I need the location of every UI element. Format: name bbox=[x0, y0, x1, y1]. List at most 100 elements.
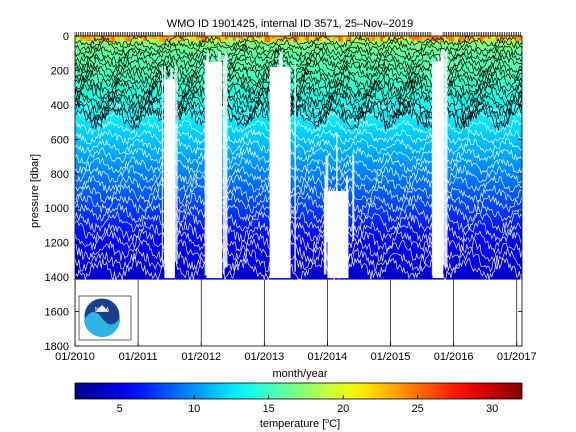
gap-region bbox=[327, 191, 349, 279]
warm-cell bbox=[238, 36, 241, 39]
warm-cell bbox=[345, 36, 349, 42]
warm-cell bbox=[330, 36, 333, 39]
isotherm-line bbox=[75, 38, 522, 53]
warm-cell bbox=[182, 36, 186, 38]
warm-cell bbox=[380, 36, 383, 42]
y-tick-label: 1800 bbox=[45, 341, 69, 353]
warm-cell bbox=[366, 36, 370, 39]
warm-cell bbox=[235, 36, 239, 38]
warm-cell bbox=[490, 36, 494, 38]
gap-streak bbox=[276, 65, 279, 276]
warm-cell bbox=[369, 36, 373, 43]
warm-cell bbox=[159, 36, 163, 43]
warm-cell bbox=[132, 36, 136, 41]
warm-cell bbox=[411, 36, 415, 42]
warm-cell bbox=[145, 36, 149, 41]
warm-cell bbox=[111, 36, 115, 43]
isotherm-line bbox=[75, 36, 522, 48]
y-tick-label: 800 bbox=[51, 169, 69, 181]
y-tick-label: 1600 bbox=[45, 307, 69, 319]
warm-cell bbox=[240, 36, 244, 41]
warm-cell bbox=[482, 36, 486, 40]
warm-cell bbox=[485, 36, 489, 42]
x-axis-label: month/year bbox=[272, 368, 327, 380]
warm-cell bbox=[316, 36, 320, 41]
gap-streak bbox=[437, 55, 440, 272]
warm-cell bbox=[109, 36, 113, 41]
colorbar-tick-label: 25 bbox=[412, 403, 424, 415]
warm-cell bbox=[445, 36, 449, 40]
warm-cell bbox=[293, 36, 297, 43]
warm-cell bbox=[419, 36, 423, 41]
gap-streak bbox=[444, 51, 448, 268]
warm-cell bbox=[340, 36, 344, 43]
gap-streak bbox=[441, 49, 444, 265]
gap-streak bbox=[161, 65, 164, 264]
warm-cell bbox=[174, 36, 178, 41]
warm-cell bbox=[314, 36, 318, 41]
warm-cell bbox=[130, 36, 134, 38]
gap-streak bbox=[174, 62, 176, 261]
warm-cell bbox=[140, 36, 144, 40]
warm-cell bbox=[203, 36, 207, 42]
colorbar-tick-label: 5 bbox=[117, 403, 123, 415]
warm-cell bbox=[80, 36, 84, 42]
warm-cell bbox=[385, 36, 389, 41]
colorbar-ticks: 5 10 15 20 25 30 bbox=[117, 395, 498, 415]
warm-cell bbox=[487, 36, 491, 39]
warm-cell bbox=[124, 36, 128, 43]
warm-cell bbox=[364, 36, 368, 39]
warm-cell bbox=[185, 36, 189, 38]
warm-cell bbox=[259, 36, 262, 39]
warm-cell bbox=[90, 36, 94, 42]
warm-cell bbox=[143, 36, 147, 41]
warm-cell bbox=[193, 36, 197, 41]
warm-cell bbox=[456, 36, 460, 42]
warm-cell bbox=[343, 36, 347, 43]
warm-cell bbox=[201, 36, 205, 42]
gap-streak bbox=[431, 60, 434, 276]
warm-cell bbox=[474, 36, 478, 40]
y-tick-label: 1000 bbox=[45, 203, 69, 215]
warm-cell bbox=[190, 36, 194, 43]
warm-cell bbox=[103, 36, 107, 39]
warm-cell bbox=[161, 36, 165, 42]
warm-cell bbox=[138, 36, 142, 43]
colorbar-tick-label: 30 bbox=[486, 403, 498, 415]
logo-text: NOAA bbox=[95, 307, 110, 313]
warm-cell bbox=[332, 36, 336, 41]
y-tick-label: 0 bbox=[63, 31, 69, 43]
plot-area: 01/2010 01/2011 01/2012 01/2013 01/2014 01/20… bbox=[45, 31, 537, 363]
gap-streak bbox=[323, 188, 327, 275]
y-tick-label: 200 bbox=[51, 65, 69, 77]
warm-cell bbox=[198, 36, 202, 39]
warm-cell bbox=[443, 36, 447, 40]
warm-cell bbox=[458, 36, 462, 43]
x-tick-label: 01/2016 bbox=[434, 351, 474, 363]
warm-cell bbox=[503, 36, 507, 39]
warm-cell bbox=[209, 36, 213, 38]
warm-cell bbox=[88, 36, 92, 41]
warm-cell bbox=[261, 36, 265, 42]
warm-cell bbox=[227, 36, 231, 38]
data-gaps bbox=[75, 49, 522, 346]
warm-cell bbox=[253, 36, 257, 40]
warm-cell bbox=[351, 36, 355, 38]
gap-streak bbox=[294, 61, 296, 272]
warm-cell bbox=[188, 36, 191, 39]
colorbar-scale bbox=[74, 382, 523, 400]
gap-streak bbox=[204, 60, 207, 276]
warm-cell bbox=[337, 36, 341, 42]
warm-cell bbox=[96, 36, 99, 41]
warm-cell bbox=[395, 36, 399, 41]
warm-cell bbox=[322, 36, 326, 42]
warm-cell bbox=[309, 36, 312, 40]
warm-cell bbox=[311, 36, 315, 40]
warm-cell bbox=[211, 36, 215, 38]
chart-title: WMO ID 1901425, internal ID 3571, 25–Nov… bbox=[167, 18, 413, 30]
warm-cell bbox=[353, 36, 357, 38]
warm-cell bbox=[390, 36, 394, 39]
warm-cell bbox=[500, 36, 504, 43]
warm-cell bbox=[172, 36, 176, 42]
